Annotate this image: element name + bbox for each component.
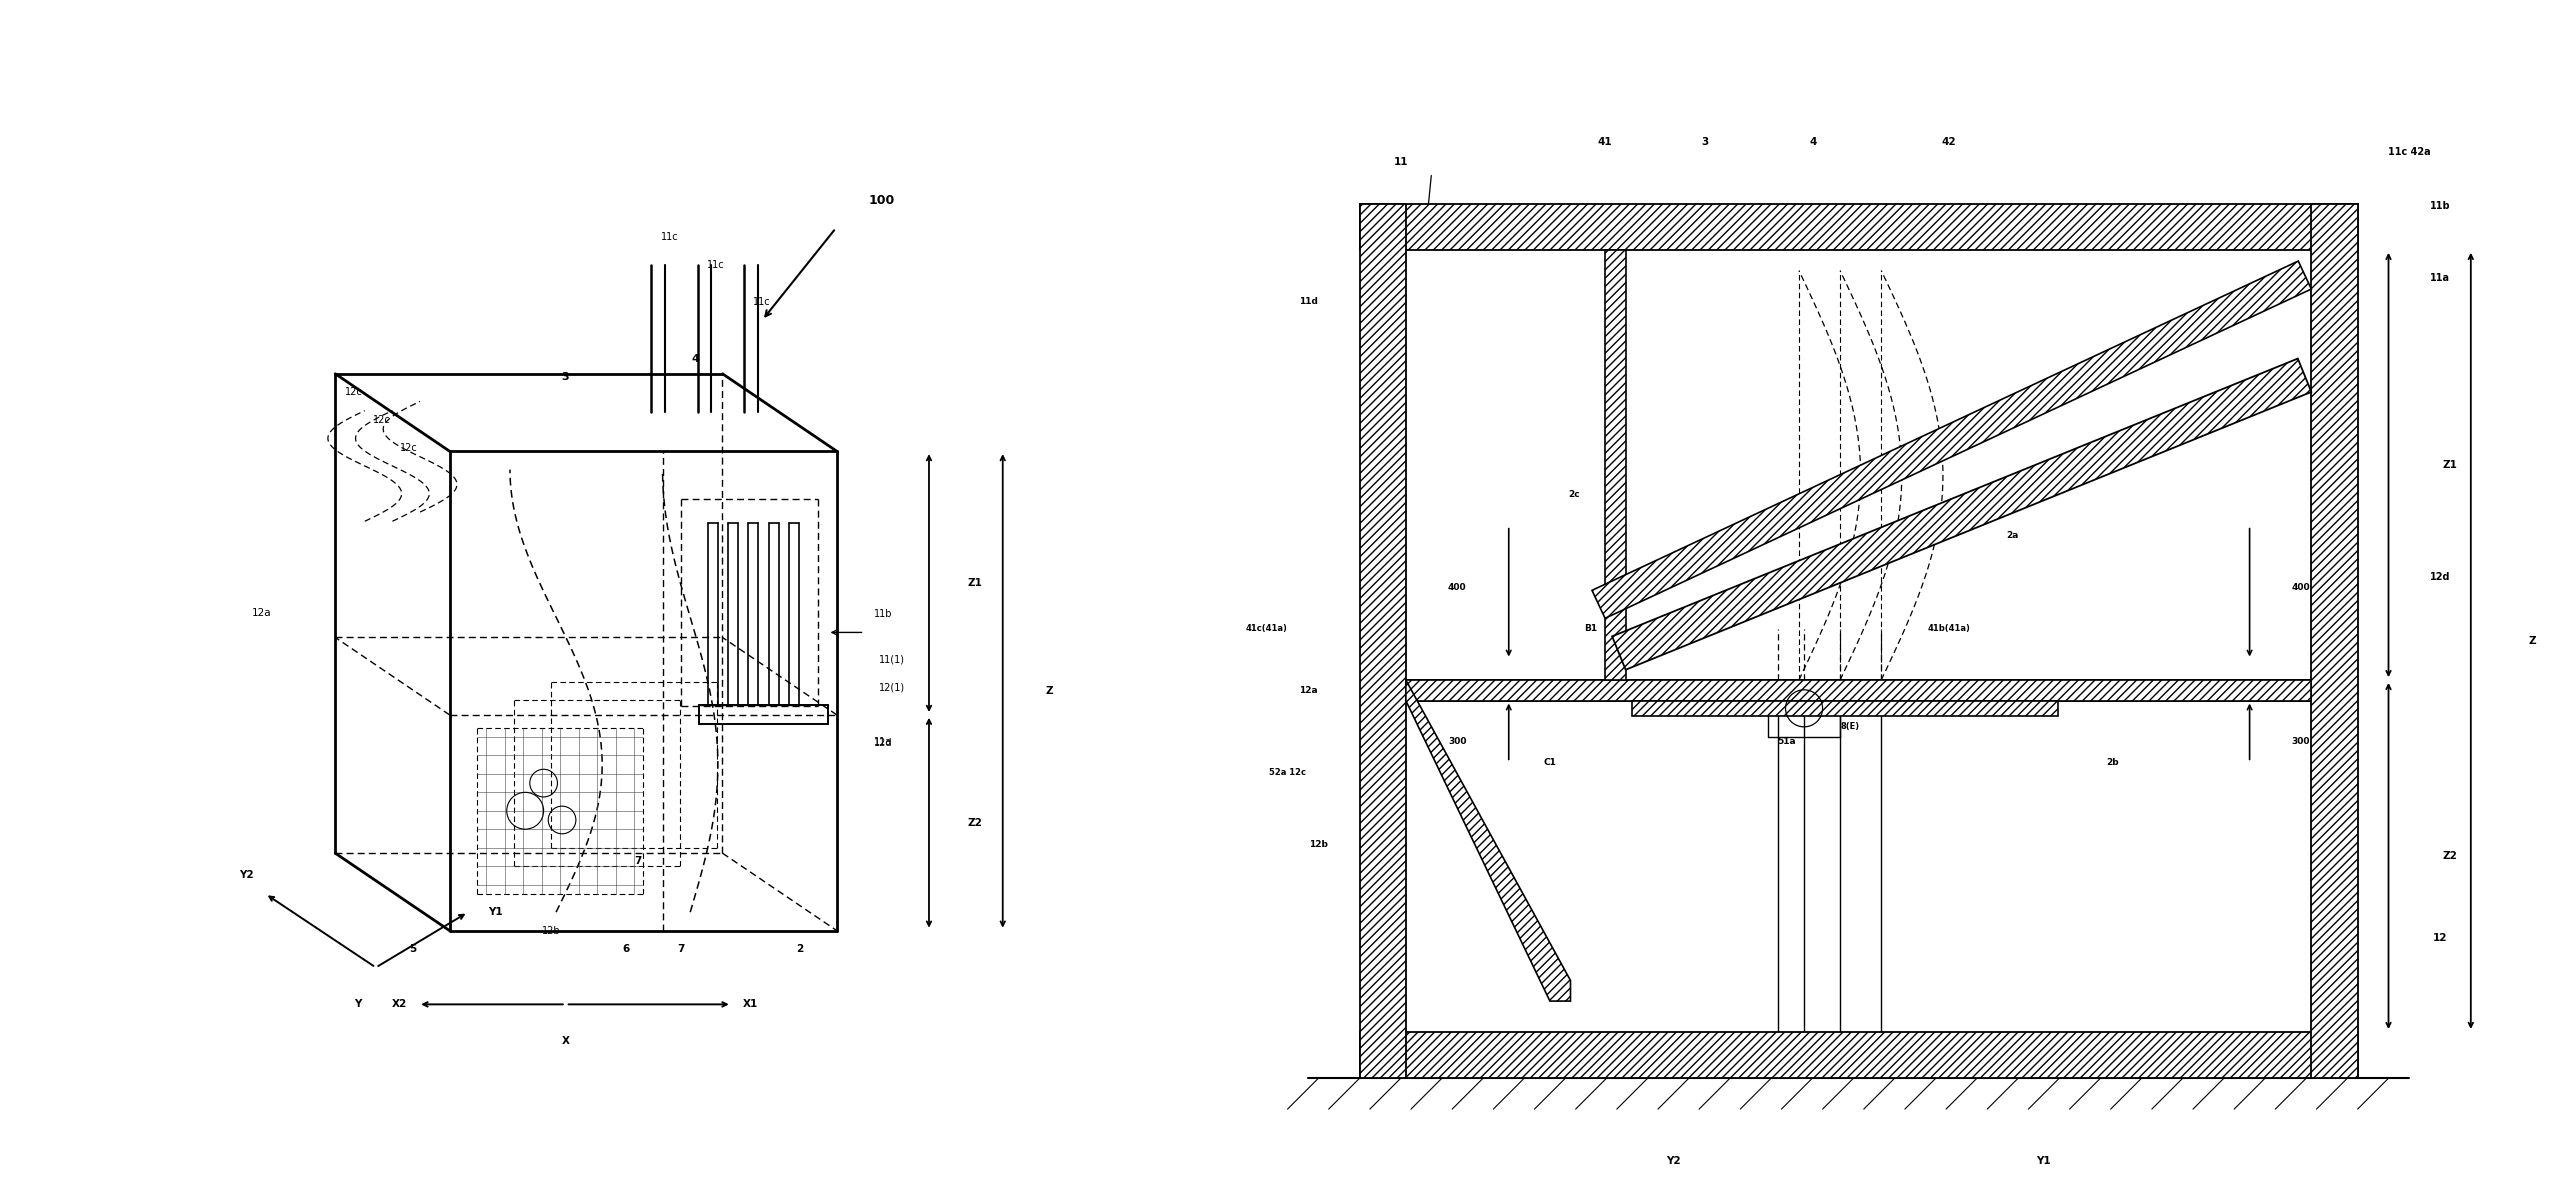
Text: 100: 100 [870,195,895,208]
Text: 52a 12c: 52a 12c [1270,769,1306,777]
Text: 51a: 51a [1777,737,1795,746]
Text: 4: 4 [1810,137,1818,147]
Text: 42: 42 [1943,137,1956,147]
Polygon shape [1359,204,1405,1079]
Text: 4: 4 [691,354,699,364]
Text: 300: 300 [1448,737,1466,746]
Text: 2: 2 [796,944,803,954]
Text: 12d: 12d [875,738,892,747]
Text: 11c: 11c [660,232,678,243]
Text: 12(1): 12(1) [880,683,905,692]
Text: 300: 300 [2292,737,2310,746]
Text: 12a: 12a [252,608,270,619]
Text: Z1: Z1 [966,578,982,588]
Text: 8(E): 8(E) [1841,722,1859,731]
Text: 11(1): 11(1) [880,654,905,664]
Text: 2c: 2c [1568,490,1581,500]
Polygon shape [1612,358,2310,670]
Text: 11c: 11c [706,261,724,270]
Polygon shape [1405,680,2310,700]
Text: 11: 11 [1392,158,1408,167]
Text: 11a: 11a [2430,274,2451,283]
Text: 12c: 12c [400,442,418,453]
Text: 11b: 11b [2430,202,2451,211]
Text: Y1: Y1 [2037,1155,2050,1166]
Text: 12c: 12c [372,415,390,424]
Text: 12a: 12a [1298,686,1318,694]
Polygon shape [1591,261,2310,618]
Text: Z2: Z2 [966,818,982,828]
Text: D1: D1 [1772,696,1785,705]
Text: 12b: 12b [541,926,561,936]
Text: 7: 7 [635,856,640,867]
Text: 5: 5 [408,944,416,954]
Text: 7: 7 [678,944,683,954]
Text: 12c: 12c [344,387,362,397]
Text: X2: X2 [393,1000,408,1009]
Text: 2: 2 [2035,1058,2043,1068]
Text: 12: 12 [2433,934,2448,943]
Text: 52: 52 [1502,1059,1515,1067]
Text: X1: X1 [742,1000,757,1009]
Text: 41b(41a): 41b(41a) [1928,624,1971,633]
Text: Z: Z [1046,686,1053,696]
Text: 5: 5 [1775,1059,1782,1067]
Text: 11c 42a: 11c 42a [2387,147,2430,157]
Polygon shape [1604,250,1627,680]
Text: 11b: 11b [875,610,892,619]
Text: 3: 3 [1701,137,1709,147]
Text: A1: A1 [1897,449,1910,459]
Text: 7: 7 [1816,1059,1823,1067]
Text: 3: 3 [561,373,569,382]
Text: Y1: Y1 [490,907,502,917]
Polygon shape [1359,204,2359,250]
Text: 11d: 11d [1298,297,1318,305]
Polygon shape [1632,700,2058,716]
Text: 12b: 12b [1308,841,1329,849]
Text: B1: B1 [1584,624,1599,633]
Text: 400: 400 [2292,582,2310,592]
Text: 41c(41a): 41c(41a) [1247,624,1288,633]
Text: 12d: 12d [2430,572,2451,582]
Text: 11a: 11a [875,737,892,747]
Polygon shape [2310,204,2359,1079]
Text: 2a: 2a [2007,532,2020,540]
Text: Z: Z [2530,635,2537,646]
Text: 11c: 11c [752,297,770,307]
Text: 41: 41 [1599,137,1612,147]
Text: 2b: 2b [2106,758,2119,766]
Text: Y2: Y2 [240,870,255,881]
Text: 6: 6 [622,944,630,954]
Text: Y2: Y2 [1665,1155,1680,1166]
Polygon shape [1405,680,1571,1001]
Text: Z1: Z1 [2443,460,2458,470]
Text: C1: C1 [1543,758,1556,766]
Text: Z2: Z2 [2443,851,2458,861]
Text: 51: 51 [1884,1059,1897,1067]
Text: 400: 400 [1448,582,1466,592]
Text: X: X [561,1036,569,1046]
Text: Y: Y [354,1000,362,1009]
Polygon shape [1359,1032,2359,1079]
